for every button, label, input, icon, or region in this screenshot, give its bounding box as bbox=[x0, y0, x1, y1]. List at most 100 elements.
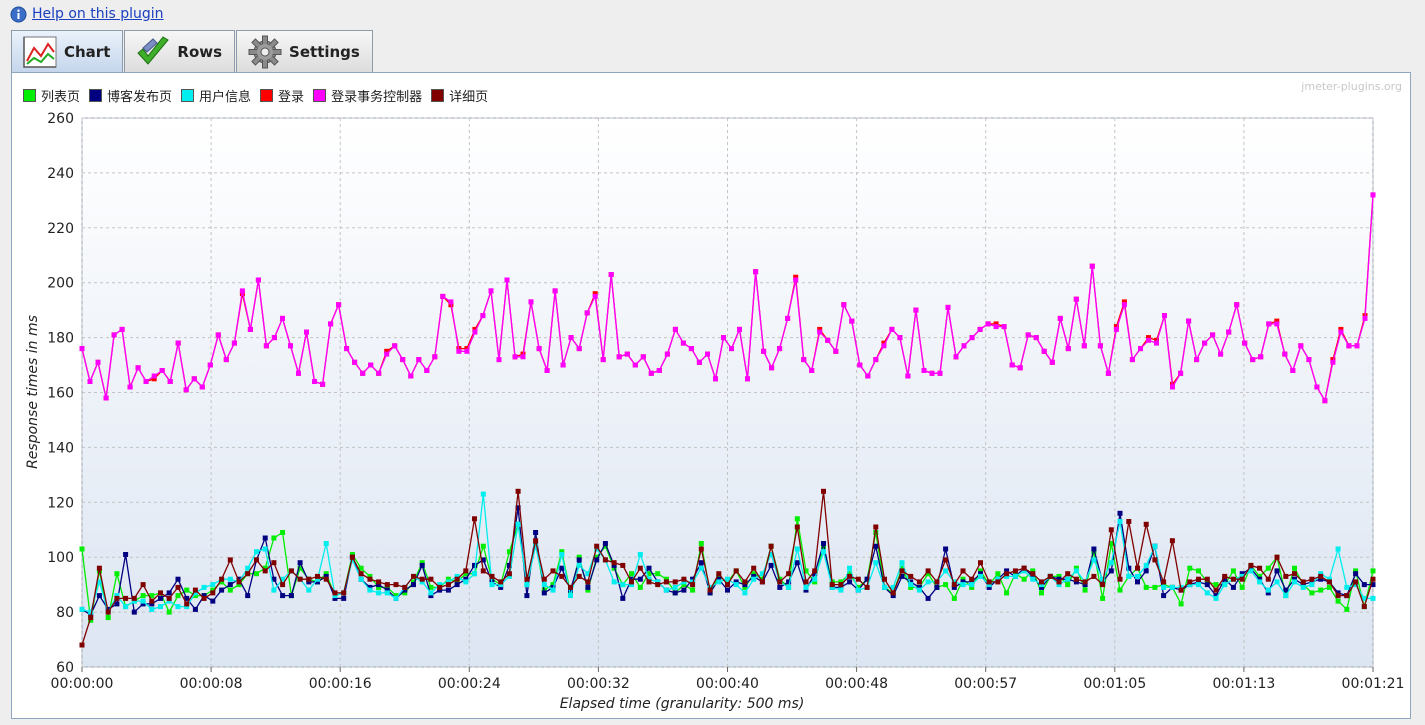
data-point bbox=[594, 543, 600, 549]
data-point bbox=[1152, 543, 1158, 549]
data-point bbox=[1082, 579, 1088, 585]
data-point bbox=[960, 582, 966, 588]
data-point bbox=[1089, 263, 1095, 269]
data-point bbox=[428, 576, 434, 582]
data-point bbox=[1234, 302, 1240, 308]
data-point bbox=[821, 488, 826, 494]
data-point bbox=[263, 343, 269, 349]
data-point bbox=[937, 370, 943, 376]
data-point bbox=[817, 329, 823, 335]
data-point bbox=[376, 584, 382, 590]
data-point bbox=[215, 332, 221, 338]
gear-icon bbox=[248, 35, 282, 68]
data-point bbox=[1257, 576, 1263, 582]
data-point bbox=[1335, 546, 1341, 552]
data-point bbox=[288, 343, 293, 349]
data-point bbox=[1146, 337, 1151, 343]
data-point bbox=[219, 587, 225, 593]
data-point bbox=[1161, 584, 1167, 590]
data-point bbox=[629, 579, 634, 585]
data-point bbox=[1065, 576, 1071, 582]
data-point bbox=[506, 571, 512, 577]
data-point bbox=[79, 642, 85, 648]
data-point bbox=[536, 346, 542, 352]
help-link[interactable]: Help on this plugin bbox=[32, 6, 164, 22]
data-point bbox=[681, 587, 687, 593]
data-point bbox=[1283, 573, 1289, 579]
data-point bbox=[594, 554, 600, 560]
data-point bbox=[437, 587, 443, 593]
data-point bbox=[969, 579, 975, 585]
tab-chart[interactable]: Chart bbox=[11, 30, 124, 72]
tab-rows[interactable]: Rows bbox=[124, 30, 236, 72]
data-point bbox=[794, 516, 800, 522]
data-point bbox=[568, 587, 573, 593]
data-point bbox=[803, 587, 809, 593]
data-point bbox=[96, 565, 102, 571]
data-point bbox=[786, 571, 792, 577]
data-point bbox=[1353, 579, 1359, 585]
legend-swatch bbox=[23, 89, 36, 102]
x-tick-label: 00:00:40 bbox=[696, 676, 759, 692]
data-point bbox=[829, 584, 835, 590]
data-point bbox=[995, 571, 1001, 577]
data-point bbox=[1300, 584, 1306, 590]
data-point bbox=[79, 546, 85, 552]
data-point bbox=[304, 329, 309, 335]
data-point bbox=[184, 601, 190, 607]
data-point bbox=[297, 565, 303, 571]
data-point bbox=[1021, 565, 1027, 571]
data-point bbox=[512, 354, 518, 360]
chart-legend: 列表页 博客发布页 用户信息 登录 登录事务控制器 详细页 bbox=[23, 86, 497, 105]
data-point bbox=[640, 354, 646, 360]
data-point bbox=[79, 606, 85, 612]
data-point bbox=[838, 579, 844, 585]
data-point bbox=[655, 571, 661, 577]
data-point bbox=[1330, 359, 1336, 365]
data-point bbox=[1082, 582, 1088, 588]
data-point bbox=[428, 584, 434, 590]
data-point bbox=[245, 565, 251, 571]
data-point bbox=[114, 595, 120, 601]
data-point bbox=[978, 560, 983, 566]
data-point bbox=[376, 582, 382, 588]
data-point bbox=[236, 579, 242, 585]
data-point bbox=[899, 568, 905, 574]
data-point bbox=[812, 579, 818, 585]
data-point bbox=[445, 582, 451, 588]
data-point bbox=[445, 587, 451, 593]
data-point bbox=[559, 565, 565, 571]
data-point bbox=[585, 571, 591, 577]
data-point bbox=[1097, 343, 1103, 349]
data-point bbox=[480, 543, 486, 549]
data-point bbox=[1004, 590, 1010, 596]
data-point bbox=[1004, 573, 1010, 579]
data-point bbox=[1274, 579, 1280, 585]
data-point bbox=[1250, 357, 1256, 363]
data-point bbox=[140, 593, 146, 599]
data-point bbox=[916, 579, 922, 585]
data-point bbox=[166, 609, 172, 615]
data-point bbox=[1025, 332, 1031, 338]
data-point bbox=[541, 582, 547, 588]
data-point bbox=[1361, 582, 1367, 588]
y-tick-label: 80 bbox=[56, 605, 74, 621]
data-point bbox=[794, 524, 800, 530]
data-point bbox=[166, 595, 172, 601]
data-point bbox=[611, 579, 617, 585]
data-point bbox=[262, 568, 268, 574]
data-point bbox=[445, 576, 451, 582]
data-point bbox=[1178, 587, 1184, 593]
data-point bbox=[1353, 582, 1359, 588]
data-point bbox=[411, 582, 416, 588]
data-point bbox=[87, 379, 93, 384]
tab-settings[interactable]: Settings bbox=[236, 30, 373, 72]
data-point bbox=[751, 576, 757, 582]
data-point bbox=[1121, 302, 1127, 308]
data-point bbox=[794, 546, 800, 552]
data-point bbox=[416, 357, 422, 363]
data-point bbox=[698, 546, 704, 552]
data-point bbox=[1138, 346, 1143, 352]
data-point bbox=[376, 590, 382, 596]
